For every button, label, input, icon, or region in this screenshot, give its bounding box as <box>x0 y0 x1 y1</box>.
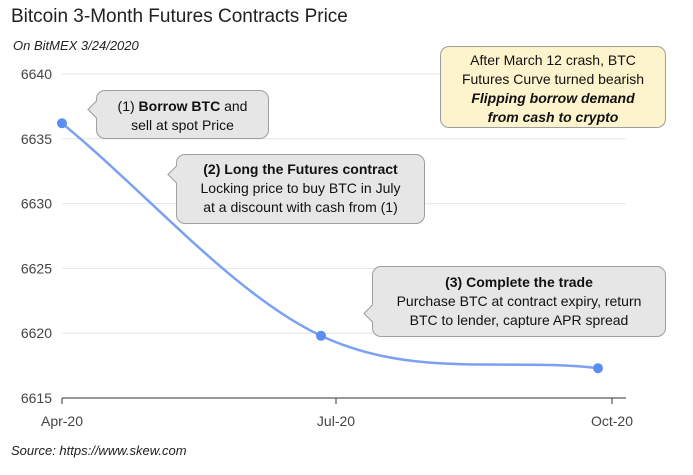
callout-complete-title: (3) Complete the trade <box>445 274 593 290</box>
source-note: Source: https://www.skew.com <box>11 443 187 458</box>
x-tick-label: Jul-20 <box>317 413 355 429</box>
callout-borrow: (1) Borrow BTC and sell at spot Price <box>87 90 269 139</box>
note-line2: Futures Curve turned bearish <box>461 71 645 87</box>
y-tick-label: 6625 <box>21 260 52 276</box>
note-box: After March 12 crash, BTC Futures Curve … <box>440 46 666 128</box>
x-tick-label: Oct-20 <box>591 413 633 429</box>
chart-title: Bitcoin 3-Month Futures Contracts Price <box>11 6 348 27</box>
callout-complete-line3: BTC to lender, capture APR spread <box>409 312 629 328</box>
y-tick-label: 6640 <box>21 66 52 82</box>
data-point <box>316 330 326 341</box>
x-tick-label: Apr-20 <box>41 413 83 429</box>
chart-subtitle: On BitMEX 3/24/2020 <box>13 38 139 53</box>
callout-borrow-suffix: and <box>220 98 248 114</box>
callout-borrow-prefix: (1) <box>117 98 139 114</box>
note-line4: from cash to crypto <box>487 109 619 125</box>
callout-borrow-bold: Borrow BTC <box>138 98 221 114</box>
note-line3: Flipping borrow demand <box>471 90 635 106</box>
callout-long-futures: (2) Long the Futures contract Locking pr… <box>167 154 425 224</box>
callout-complete-trade: (3) Complete the trade Purchase BTC at c… <box>363 266 666 337</box>
y-tick-label: 6630 <box>21 196 52 212</box>
callout-complete-line2: Purchase BTC at contract expiry, return <box>396 293 642 309</box>
y-tick-label: 6635 <box>21 131 52 147</box>
y-tick-label: 6615 <box>21 390 52 406</box>
y-tick-label: 6620 <box>21 325 52 341</box>
callout-long-line3: at a discount with cash from (1) <box>203 199 398 215</box>
data-point <box>593 363 603 374</box>
note-line1: After March 12 crash, BTC <box>470 52 636 68</box>
callout-long-line2: Locking price to buy BTC in July <box>200 180 401 196</box>
callout-borrow-line2: sell at spot Price <box>131 117 234 133</box>
callout-long-title: (2) Long the Futures contract <box>203 161 398 177</box>
data-point <box>57 118 67 129</box>
